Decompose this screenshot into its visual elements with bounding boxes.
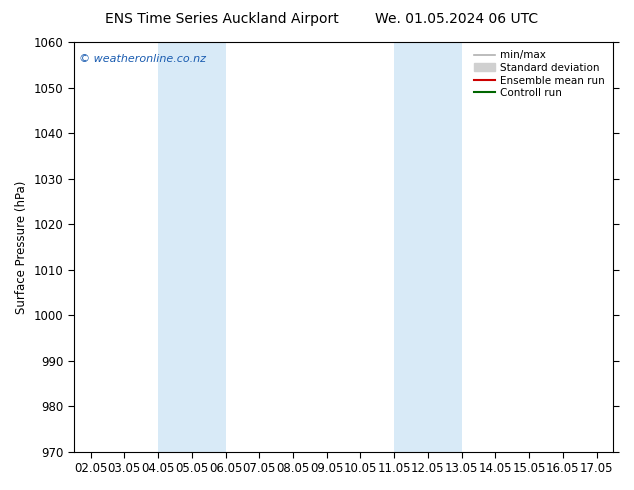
- Text: ENS Time Series Auckland Airport: ENS Time Series Auckland Airport: [105, 12, 339, 26]
- Legend: min/max, Standard deviation, Ensemble mean run, Controll run: min/max, Standard deviation, Ensemble me…: [471, 47, 608, 101]
- Y-axis label: Surface Pressure (hPa): Surface Pressure (hPa): [15, 180, 28, 314]
- Bar: [394, 42, 462, 452]
- Bar: [158, 42, 226, 452]
- Text: © weatheronline.co.nz: © weatheronline.co.nz: [79, 54, 206, 64]
- Text: We. 01.05.2024 06 UTC: We. 01.05.2024 06 UTC: [375, 12, 538, 26]
